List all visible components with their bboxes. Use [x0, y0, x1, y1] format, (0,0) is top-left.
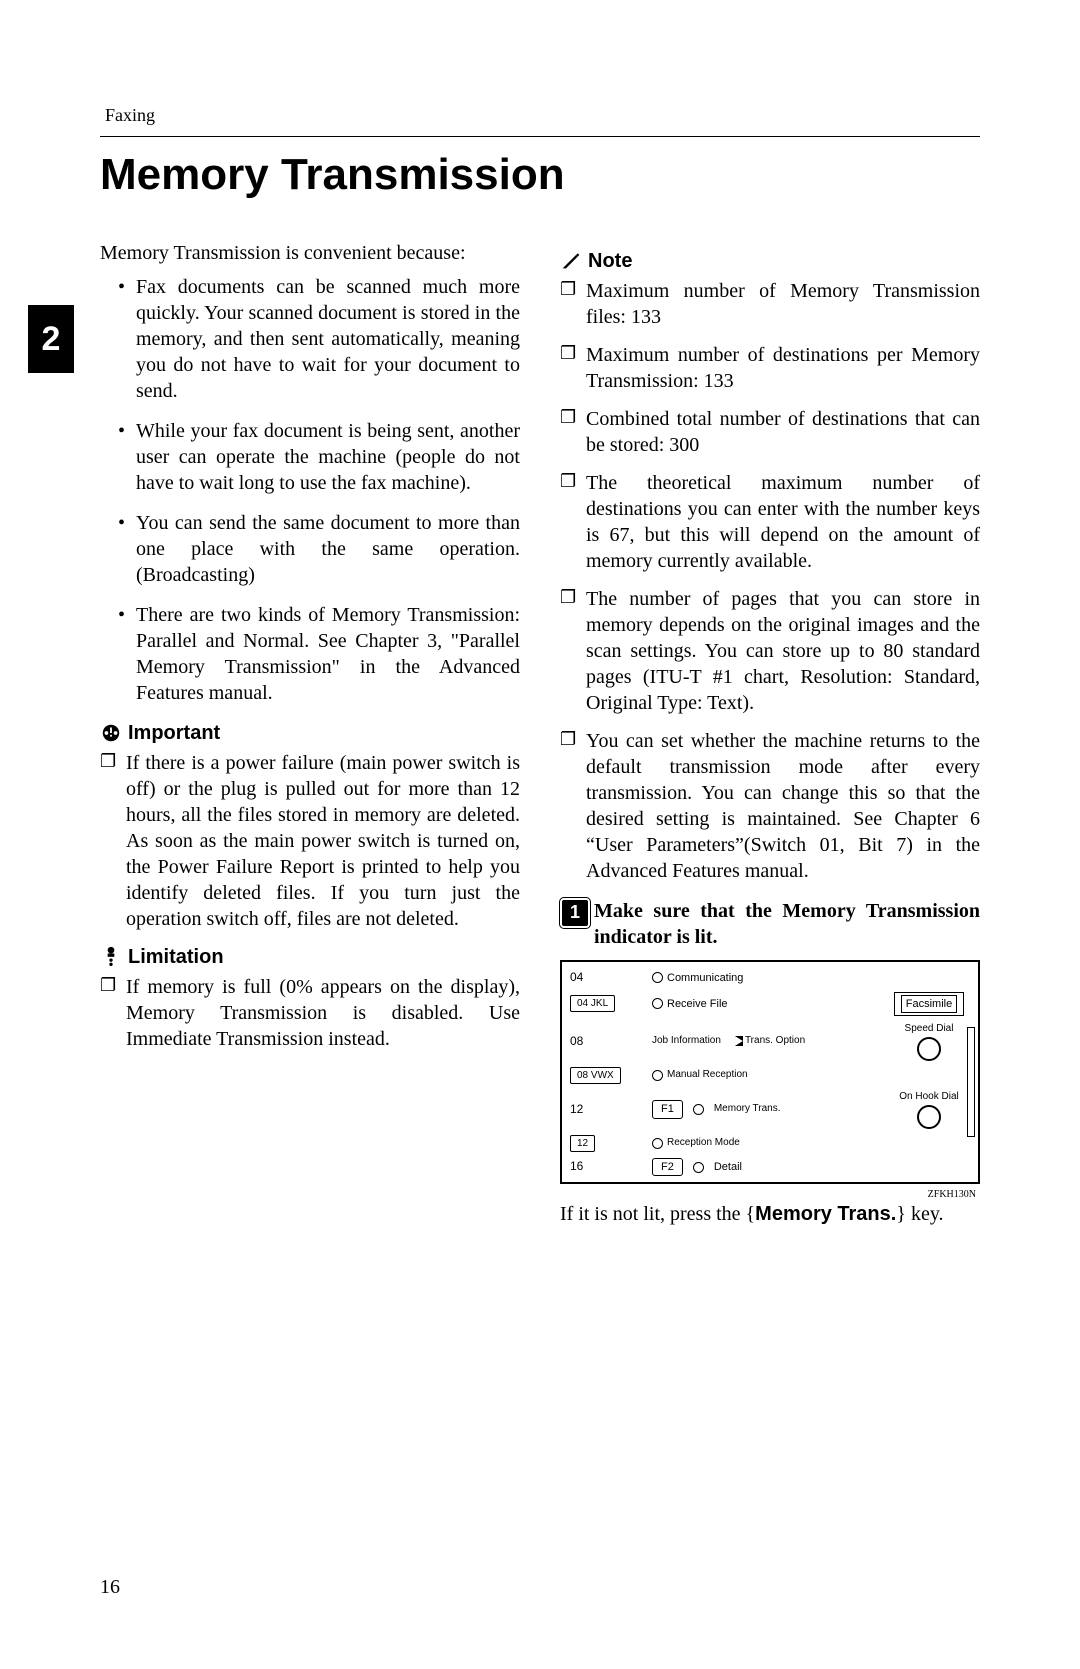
- on-hook-dial-button: [917, 1105, 941, 1129]
- panel-label-memory-trans: Memory Trans.: [714, 1104, 781, 1114]
- step-text: Make sure that the Memory Transmission i…: [594, 900, 980, 948]
- page-title: Memory Transmission: [100, 150, 980, 200]
- bullet-item: You can send the same document to more t…: [118, 510, 520, 588]
- limitation-list: If memory is full (0% appears on the dis…: [100, 974, 520, 1052]
- panel-label-on-hook: On Hook Dial: [899, 1090, 958, 1103]
- panel-label-manual-reception: Manual Reception: [667, 1070, 748, 1080]
- panel-label-receive-file: Receive File: [667, 997, 728, 1011]
- step-number-badge: 1: [560, 898, 590, 928]
- bullet-item: There are two kinds of Memory Transmissi…: [118, 602, 520, 706]
- important-list: If there is a power failure (main power …: [100, 750, 520, 932]
- limitation-icon: [100, 946, 122, 968]
- led-icon: [693, 1104, 704, 1115]
- page: Faxing 2 Memory Transmission Memory Tran…: [0, 0, 1080, 1669]
- intro-bullets: Fax documents can be scanned much more q…: [100, 274, 520, 706]
- note-item: The theoretical maximum number of destin…: [560, 470, 980, 574]
- panel-num: 12: [570, 1102, 583, 1116]
- control-panel-figure: 04 Communicating 04 JKL Receive File Fac…: [560, 960, 980, 1184]
- figure-code: ZFKH130N: [560, 1188, 980, 1201]
- important-label: Important: [128, 720, 220, 746]
- note-list: Maximum number of Memory Transmission fi…: [560, 278, 980, 884]
- body-columns: Memory Transmission is convenient becaus…: [100, 240, 980, 1235]
- intro-text: Memory Transmission is convenient becaus…: [100, 240, 520, 266]
- important-item: If there is a power failure (main power …: [100, 750, 520, 932]
- bullet-item: Fax documents can be scanned much more q…: [118, 274, 520, 404]
- speed-dial-button: [917, 1037, 941, 1061]
- note-item: Maximum number of destinations per Memor…: [560, 342, 980, 394]
- step-footer-text: If it is not lit, press the {Memory Tran…: [560, 1201, 980, 1227]
- note-label: Note: [588, 248, 632, 274]
- note-item: Combined total number of destinations th…: [560, 406, 980, 458]
- quick-dial-key: 08 VWX: [570, 1067, 621, 1084]
- panel-side-bar: [967, 1027, 975, 1137]
- f1-key: F1: [652, 1100, 683, 1118]
- note-heading: Note: [560, 248, 980, 274]
- step-1-heading: 1 Make sure that the Memory Transmission…: [560, 898, 980, 950]
- facsimile-button: Facsimile: [894, 992, 964, 1016]
- quick-dial-key: 12: [570, 1135, 595, 1152]
- triangle-icon: [735, 1036, 743, 1046]
- led-icon: [652, 998, 663, 1009]
- quick-dial-key: 04 JKL: [570, 995, 615, 1012]
- limitation-heading: Limitation: [100, 944, 520, 970]
- right-column: Note Maximum number of Memory Transmissi…: [560, 240, 980, 1235]
- panel-label-trans-option: Trans. Option: [745, 1036, 805, 1046]
- led-icon: [693, 1162, 704, 1173]
- led-icon: [652, 972, 663, 983]
- panel-num: 04: [570, 970, 583, 984]
- panel-label-reception-mode: Reception Mode: [667, 1138, 740, 1148]
- panel-label-detail: Detail: [714, 1160, 742, 1174]
- header-rule: [100, 136, 980, 137]
- note-item: The number of pages that you can store i…: [560, 586, 980, 716]
- note-item: You can set whether the machine returns …: [560, 728, 980, 884]
- limitation-label: Limitation: [128, 944, 224, 970]
- panel-label-job-info: Job Information: [652, 1036, 721, 1046]
- note-item: Maximum number of Memory Transmission fi…: [560, 278, 980, 330]
- f2-key: F2: [652, 1158, 683, 1176]
- important-heading: Important: [100, 720, 520, 746]
- bullet-item: While your fax document is being sent, a…: [118, 418, 520, 496]
- panel-label-speed-dial: Speed Dial: [905, 1022, 954, 1035]
- note-icon: [560, 250, 582, 272]
- led-icon: [652, 1138, 663, 1149]
- footer-part1: If it is not lit, press the: [560, 1203, 746, 1225]
- chapter-tab: 2: [28, 305, 74, 373]
- memory-trans-keycap: Memory Trans.: [755, 1203, 896, 1225]
- left-column: Memory Transmission is convenient becaus…: [100, 240, 520, 1235]
- footer-part2: key.: [906, 1203, 944, 1225]
- important-icon: [100, 722, 122, 744]
- led-icon: [652, 1070, 663, 1081]
- page-number: 16: [100, 1576, 120, 1599]
- panel-label-communicating: Communicating: [667, 971, 743, 985]
- running-head: Faxing: [105, 105, 155, 126]
- panel-num: 16: [570, 1159, 583, 1173]
- panel-num: 08: [570, 1034, 583, 1048]
- limitation-item: If memory is full (0% appears on the dis…: [100, 974, 520, 1052]
